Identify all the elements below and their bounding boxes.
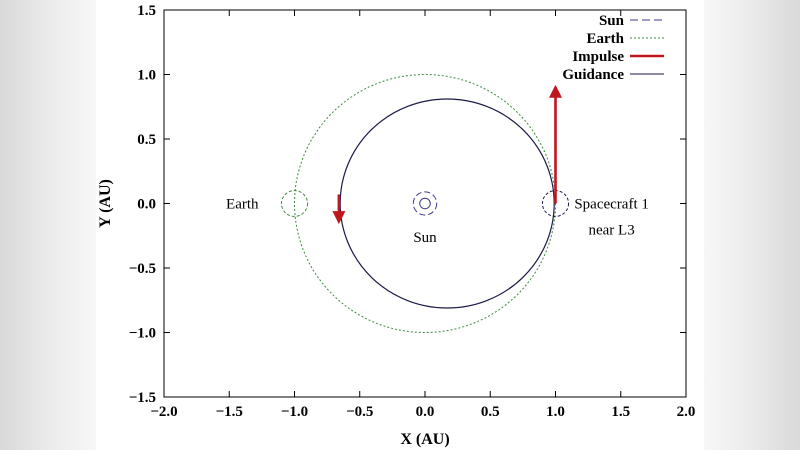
x-tick-label: −1.5 — [216, 404, 243, 420]
plot-frame — [163, 9, 687, 398]
annotations: Earth Sun Spacecraft 1 near L3 — [226, 197, 649, 247]
earth-marker — [280, 190, 309, 217]
legend-label: Guidance — [562, 67, 624, 83]
x-tick-label: 1.0 — [546, 404, 565, 420]
annotation-label: Earth — [226, 197, 259, 213]
y-tick-label: 1.5 — [137, 3, 156, 19]
y-tick-label: −1.0 — [129, 326, 156, 342]
sun-inner-ring — [419, 197, 431, 210]
earth-orbit — [294, 74, 556, 333]
y-tick-label: 1.0 — [137, 68, 156, 84]
guidance-trajectory — [339, 98, 555, 309]
x-tick-label: −2.0 — [150, 404, 177, 420]
plot-layer — [280, 74, 570, 333]
x-tick-label: 0.5 — [481, 404, 500, 420]
ticks-layer: −2.0 −1.5 −1.0 −0.5 0.0 0.5 1.0 1.5 2.01.51.00.5… — [129, 3, 696, 420]
x-tick-label: −0.5 — [346, 404, 373, 420]
annotation-label: Sun — [413, 230, 437, 246]
legend: Sun Earth Impulse Guidance — [562, 13, 664, 83]
y-axis-label: Y (AU) — [97, 179, 114, 228]
legend-label: Sun — [599, 13, 625, 29]
annotation-label: Spacecraft 1 — [574, 197, 649, 213]
y-tick-label: −1.5 — [129, 390, 156, 406]
x-tick-label: 1.5 — [611, 404, 630, 420]
x-tick-label: 2.0 — [677, 404, 696, 420]
figure-area: −2.0 −1.5 −1.0 −0.5 0.0 0.5 1.0 1.5 2.0 1.5 1.0 0.5… — [96, 0, 704, 450]
x-tick-label: −1.0 — [281, 404, 308, 420]
annotation-label: near L3 — [588, 222, 634, 238]
sun-orbit — [412, 191, 438, 216]
x-axis-label: X (AU) — [400, 431, 449, 448]
legend-label: Impulse — [572, 49, 624, 65]
orbit-chart: −2.0 −1.5 −1.0 −0.5 0.0 0.5 1.0 1.5 2.01.51.00.5… — [97, 3, 696, 448]
y-tick-label: 0.0 — [137, 197, 156, 213]
y-tick-label: −0.5 — [129, 261, 156, 277]
right-margin-backdrop — [704, 0, 800, 450]
legend-label: Earth — [587, 31, 625, 47]
x-tick-label: 0.0 — [416, 404, 435, 420]
left-margin-backdrop — [0, 0, 96, 450]
y-tick-label: 0.5 — [137, 132, 156, 148]
